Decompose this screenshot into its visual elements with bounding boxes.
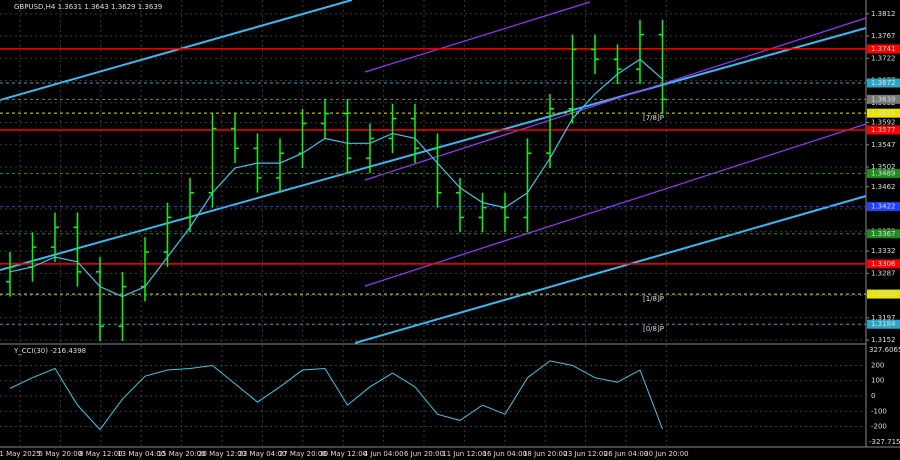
- level-label: 1.3184: [871, 320, 896, 328]
- level-label-bg: [867, 125, 900, 135]
- trend-line: [0, 0, 353, 101]
- level-label-bg: [867, 319, 900, 329]
- cci-tick-label: 0: [871, 392, 875, 400]
- level-label: 1.3367: [871, 230, 896, 238]
- price-tick-label: 1.3152: [871, 336, 896, 344]
- price-tick-label: 1.3197: [871, 314, 896, 322]
- murray-label: [0/8]P: [643, 325, 664, 333]
- time-label: 6 Jun 20:00: [404, 450, 444, 458]
- time-label: 23 Jun 12:00: [563, 450, 607, 458]
- level-label-bg: [867, 289, 900, 299]
- level-label-bg: [867, 78, 900, 88]
- time-label: 5 May 20:00: [39, 450, 83, 458]
- level-label-bg: [867, 44, 900, 54]
- price-tick-label: 1.3287: [871, 269, 896, 277]
- price-tick-label: 1.3332: [871, 247, 896, 255]
- level-label-bg: [867, 202, 900, 212]
- time-label: 26 Jun 04:00: [604, 450, 648, 458]
- time-label: 4 Jun 04:00: [364, 450, 404, 458]
- level-label-bg: [867, 168, 900, 178]
- murray-label: [7/8]P: [643, 114, 664, 122]
- time-label: 11 Jun 12:00: [442, 450, 486, 458]
- price-tick-label: 1.3502: [871, 163, 896, 171]
- time-label: 18 Jun 20:00: [523, 450, 567, 458]
- time-label: 15 May 20:00: [158, 450, 206, 458]
- level-label-bg: [867, 229, 900, 239]
- time-label: 1 May 2025: [0, 450, 41, 458]
- level-label-bg: [867, 94, 900, 104]
- price-tick-label: 1.3592: [871, 119, 896, 127]
- price-tick-label: 1.3547: [871, 141, 896, 149]
- cci-tick-label: 100: [871, 377, 884, 385]
- price-tick-label: 1.3722: [871, 54, 896, 62]
- murray-label: [1/8]P: [643, 295, 664, 303]
- time-label: 16 Jun 04:00: [483, 450, 527, 458]
- trend-lines: [0, 0, 867, 344]
- price-tick-label: 1.3462: [871, 183, 896, 191]
- level-label: 1.3672: [871, 79, 896, 87]
- cci-max-label: 327.6065: [869, 346, 900, 354]
- channel-line: [364, 1, 591, 73]
- time-label: 8 May 12:00: [79, 450, 123, 458]
- price-tick-label: 1.3767: [871, 32, 896, 40]
- time-label: 27 May 20:00: [279, 450, 327, 458]
- trend-line: [354, 195, 867, 344]
- level-label: 1.3306: [871, 260, 896, 268]
- cci-tick-label: -200: [871, 423, 887, 431]
- channel-line: [364, 123, 867, 287]
- time-label: 23 May 04:00: [238, 450, 286, 458]
- time-label: 20 May 12:00: [198, 450, 246, 458]
- moving-average: [9, 58, 663, 298]
- level-label: 1.3489: [871, 169, 896, 177]
- cci-tick-label: -100: [871, 407, 887, 415]
- time-label: 13 May 04:00: [117, 450, 165, 458]
- cci-tick-label: 200: [871, 361, 884, 369]
- indicator-title: Y_CCI(30) -216.4398: [13, 347, 86, 355]
- level-label: 1.3741: [871, 45, 896, 53]
- time-label: 30 May 12:00: [319, 450, 367, 458]
- chart-title: GBPUSD,H4 1.3631 1.3643 1.3629 1.3639: [14, 3, 162, 11]
- channel-line: [364, 17, 867, 181]
- cci-min-label: -327.7159: [869, 438, 900, 446]
- level-label: 1.3422: [871, 203, 896, 211]
- price-tick-label: 1.3812: [871, 10, 896, 18]
- time-label: 30 Jun 20:00: [644, 450, 688, 458]
- trend-line: [0, 27, 867, 271]
- level-label: 1.3245: [871, 290, 896, 298]
- cci-line: [9, 360, 663, 431]
- level-label-bg: [867, 259, 900, 269]
- level-label: 1.3611: [871, 109, 896, 117]
- level-label-bg: [867, 108, 900, 118]
- level-label: 1.3639: [871, 95, 896, 103]
- level-label: 1.3577: [871, 126, 896, 134]
